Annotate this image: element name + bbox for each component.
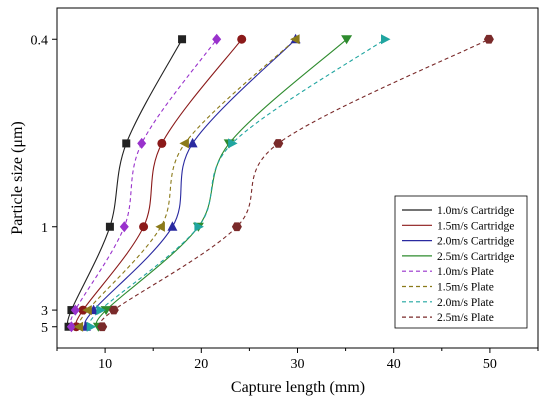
data-point-marker: [73, 321, 84, 332]
data-point-marker: [341, 35, 353, 45]
x-tick-label: 50: [483, 357, 497, 372]
legend-box: [394, 195, 528, 329]
y-tick-label: 3: [41, 304, 48, 319]
data-point-marker: [231, 222, 242, 232]
series-line: [84, 38, 296, 327]
series-line: [69, 38, 218, 327]
series-line: [75, 38, 243, 327]
series-line: [67, 39, 183, 327]
data-point-marker: [381, 34, 391, 45]
legend-label: 1.5m/s Cartridge: [437, 220, 514, 232]
data-point-marker: [155, 221, 165, 232]
data-point-marker: [119, 221, 129, 233]
legend-label: 1.5m/s Plate: [437, 282, 494, 294]
data-point-marker: [137, 137, 147, 149]
data-point-marker: [228, 138, 238, 149]
series-line: [78, 38, 296, 327]
data-point-marker: [82, 305, 92, 316]
data-point-marker: [97, 322, 108, 332]
data-point-marker: [70, 304, 80, 316]
y-tick-label: 5: [41, 321, 48, 336]
y-tick-label: 0.4: [31, 33, 49, 48]
data-point-marker: [194, 221, 204, 232]
y-tick-label: 1: [41, 221, 48, 236]
data-point-marker: [187, 137, 198, 148]
data-point-marker: [108, 305, 119, 315]
data-point-marker: [483, 34, 494, 44]
axes-ticks: 10 20 30 40 50 0.4 1 3 5: [31, 33, 539, 372]
legend-label: 2.5m/s Cartridge: [437, 251, 514, 263]
x-tick-label: 20: [194, 357, 208, 372]
y-axis-label: Particle size (μm): [9, 121, 26, 234]
series-markers: [64, 33, 494, 333]
data-point-marker: [157, 138, 167, 148]
data-point-marker: [290, 34, 300, 45]
x-tick-label: 30: [291, 357, 305, 372]
data-point-marker: [273, 139, 284, 148]
x-tick-label: 40: [387, 357, 401, 372]
data-point-marker: [66, 321, 76, 333]
legend-label: 2.0m/s Cartridge: [437, 236, 514, 248]
legend-label: 1.0m/s Cartridge: [437, 205, 514, 217]
legend-label: 2.5m/s Plate: [437, 312, 494, 324]
x-tick-label: 10: [98, 357, 112, 372]
data-point-marker: [105, 222, 114, 231]
series-line: [88, 38, 386, 327]
legend-label: 1.0m/s Plate: [437, 266, 494, 278]
data-point-marker: [212, 33, 222, 45]
data-point-marker: [178, 35, 187, 44]
data-point-marker: [96, 305, 106, 316]
data-point-marker: [139, 222, 149, 232]
data-point-marker: [179, 138, 189, 149]
data-point-marker: [237, 34, 247, 44]
data-point-marker: [86, 321, 97, 332]
data-point-marker: [167, 221, 178, 231]
data-point-marker: [100, 306, 112, 316]
legend-label: 2.0m/s Plate: [437, 297, 494, 309]
legend: 1.0m/s Cartridge 1.5m/s Cartridge 2.0m/s C…: [394, 195, 528, 329]
x-axis-label: Capture length (mm): [231, 379, 365, 396]
data-point-marker: [122, 139, 131, 148]
